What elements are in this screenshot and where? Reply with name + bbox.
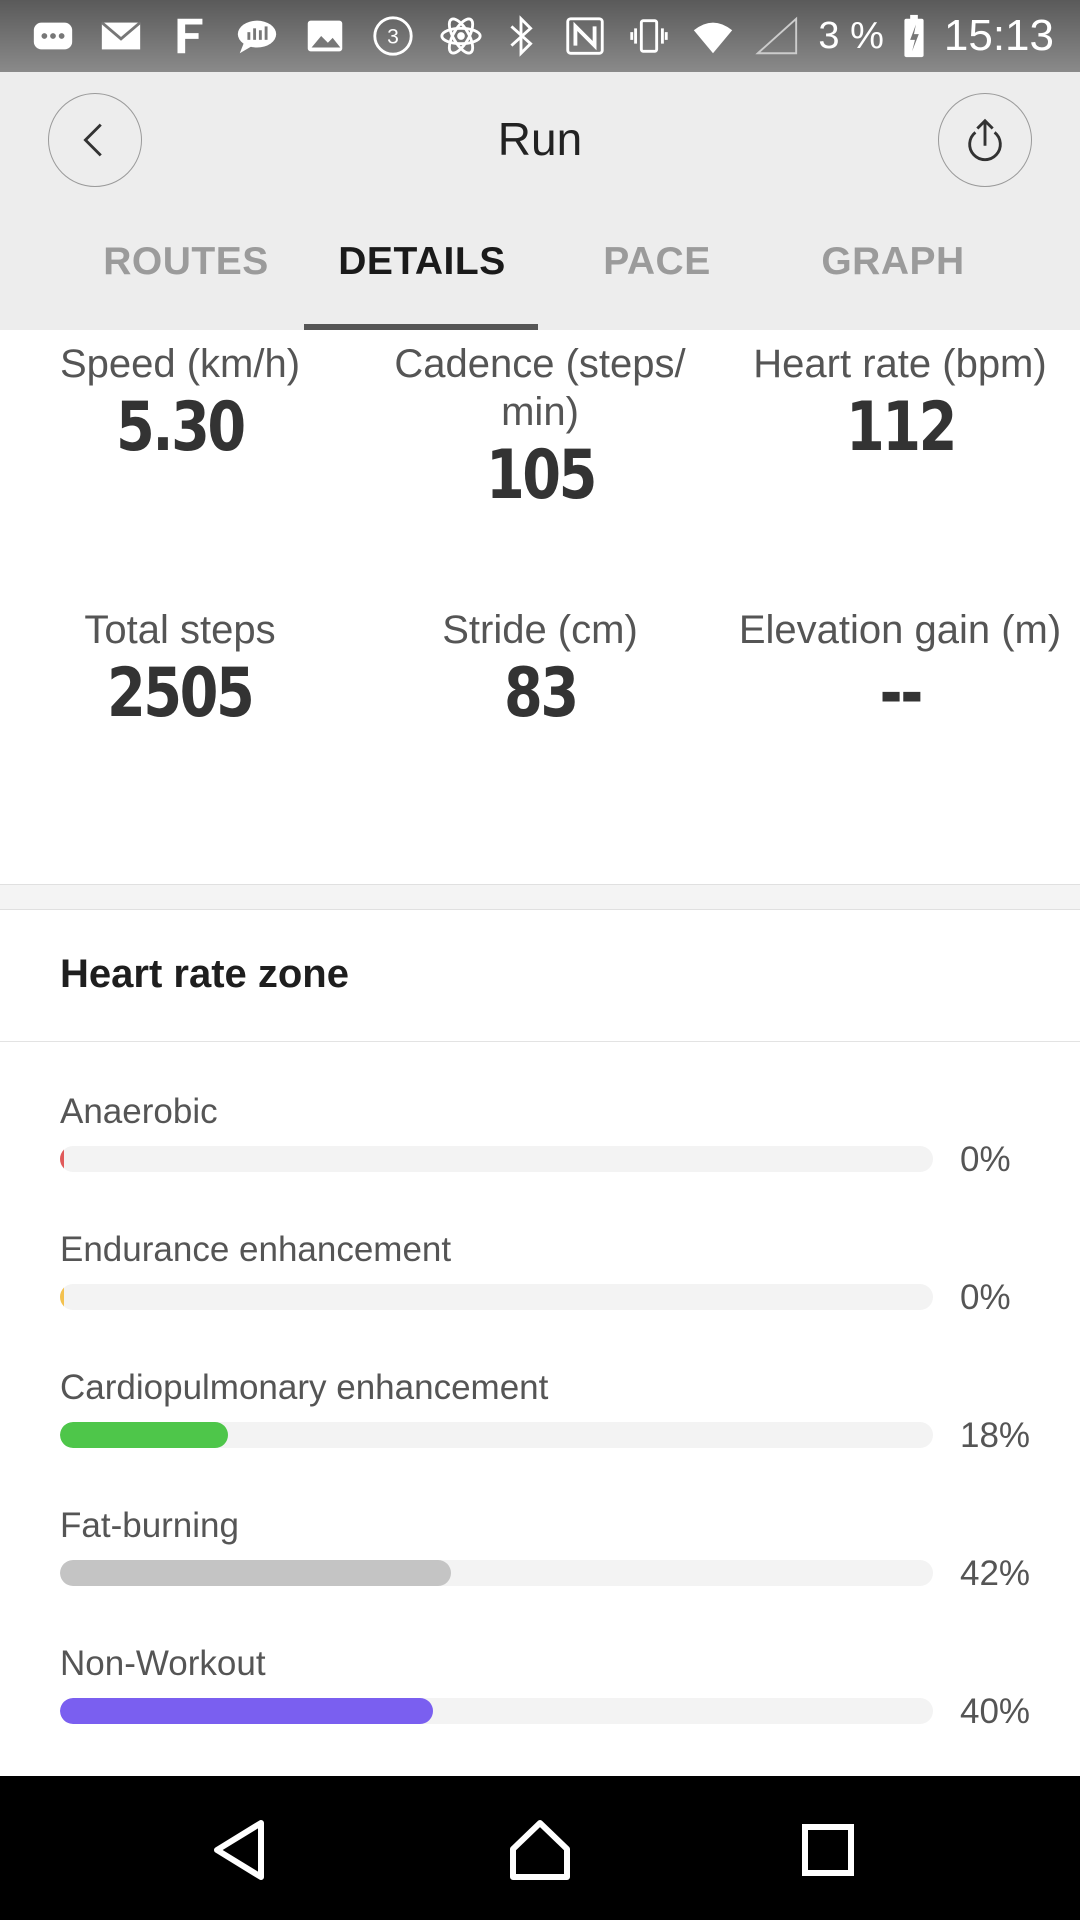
zone-percent: 0% — [960, 1278, 1011, 1317]
metric-heart-rate: Heart rate (bpm) 112 — [720, 340, 1080, 467]
zone-row-cardiopulmonary: Cardiopulmonary enhancement 18% — [0, 1368, 1080, 1498]
zone-progress-track — [60, 1284, 933, 1310]
nfc-icon — [562, 13, 608, 59]
metric-total-steps: Total steps 2505 — [0, 606, 360, 733]
mail-icon — [98, 13, 144, 59]
chat-icon — [30, 13, 76, 59]
metric-value: 83 — [503, 654, 579, 733]
section-divider — [0, 884, 1080, 910]
zone-label: Endurance enhancement — [60, 1230, 452, 1269]
zone-percent: 0% — [960, 1140, 1011, 1179]
message-icon — [234, 13, 280, 59]
metric-value: 105 — [485, 436, 596, 515]
square-recents-icon — [802, 1824, 854, 1876]
heart-rate-zone-title: Heart rate zone — [60, 952, 349, 996]
zone-label: Anaerobic — [60, 1092, 218, 1131]
zone-progress-fill — [60, 1284, 64, 1310]
metric-value: -- — [879, 654, 923, 733]
metric-speed: Speed (km/h) 5.30 — [0, 340, 360, 467]
metric-elevation-gain: Elevation gain (m) -- — [720, 606, 1080, 733]
metric-label: Stride (cm) — [442, 608, 638, 652]
zone-percent: 40% — [960, 1692, 1031, 1731]
zone-label: Non-Workout — [60, 1644, 266, 1683]
upload-icon — [968, 118, 1002, 162]
metric-label: Elevation gain (m) — [738, 608, 1062, 652]
page-title: Run — [497, 113, 583, 165]
zone-progress-fill — [60, 1422, 228, 1448]
tab-bar: ROUTES DETAILS PACE GRAPH — [0, 232, 1080, 330]
tab-pace[interactable]: PACE — [603, 240, 711, 283]
zone-label: Cardiopulmonary enhancement — [60, 1368, 549, 1407]
tab-routes[interactable]: ROUTES — [103, 240, 269, 283]
zone-percent: 42% — [960, 1554, 1031, 1593]
nav-recents-button[interactable] — [788, 1810, 868, 1890]
metric-value: 2505 — [107, 654, 255, 733]
bluetooth-icon — [498, 13, 544, 59]
zone-progress-track — [60, 1422, 933, 1448]
zone-progress-track — [60, 1698, 933, 1724]
metric-label: Cadence (steps/ min) — [394, 342, 686, 434]
divider — [0, 1041, 1080, 1042]
metric-label: Heart rate (bpm) — [753, 342, 1047, 386]
signal-icon — [754, 13, 800, 59]
wifi-icon — [690, 13, 736, 59]
metric-stride: Stride (cm) 83 — [360, 606, 720, 733]
status-bar: 3 3 % 15:13 — [0, 0, 1080, 72]
zone-row-non-workout: Non-Workout 40% — [0, 1644, 1080, 1774]
circle-3-icon: 3 — [370, 13, 416, 59]
zone-progress-fill — [60, 1560, 452, 1586]
tab-details[interactable]: DETAILS — [338, 240, 506, 283]
clock: 15:13 — [943, 11, 1054, 60]
f-app-icon — [166, 13, 212, 59]
metric-value: 112 — [845, 388, 956, 467]
zone-progress-fill — [60, 1146, 64, 1172]
zone-label: Fat-burning — [60, 1506, 239, 1545]
back-button[interactable] — [48, 93, 142, 187]
zone-progress-track — [60, 1146, 933, 1172]
battery-percent: 3 % — [818, 14, 884, 57]
metric-label: Speed (km/h) — [59, 342, 301, 386]
metric-cadence: Cadence (steps/ min) 105 — [360, 340, 720, 515]
vibrate-icon — [626, 13, 672, 59]
nav-back-button[interactable] — [200, 1810, 280, 1890]
metrics-grid: Speed (km/h) 5.30 Cadence (steps/ min) 1… — [0, 330, 1080, 884]
system-nav-bar — [0, 1776, 1080, 1920]
chevron-left-icon — [83, 123, 102, 157]
zone-row-anaerobic: Anaerobic 0% — [0, 1092, 1080, 1222]
svg-text:3: 3 — [387, 26, 399, 49]
app-header: Run ROUTES DETAILS PACE GRAPH — [0, 72, 1080, 331]
atom-icon — [438, 13, 484, 59]
metric-value: 5.30 — [116, 388, 246, 467]
metric-label: Total steps — [84, 608, 276, 652]
active-tab-indicator — [304, 324, 538, 330]
zone-row-fat-burning: Fat-burning 42% — [0, 1506, 1080, 1636]
zone-percent: 18% — [960, 1416, 1031, 1455]
zone-progress-fill — [60, 1698, 433, 1724]
image-icon — [302, 13, 348, 59]
zone-row-endurance: Endurance enhancement 0% — [0, 1230, 1080, 1360]
tab-graph[interactable]: GRAPH — [821, 240, 965, 283]
share-button[interactable] — [938, 93, 1032, 187]
triangle-back-icon — [214, 1820, 264, 1880]
battery-icon — [902, 13, 926, 59]
zone-progress-track — [60, 1560, 933, 1586]
nav-home-button[interactable] — [500, 1810, 580, 1890]
home-icon — [510, 1820, 570, 1880]
